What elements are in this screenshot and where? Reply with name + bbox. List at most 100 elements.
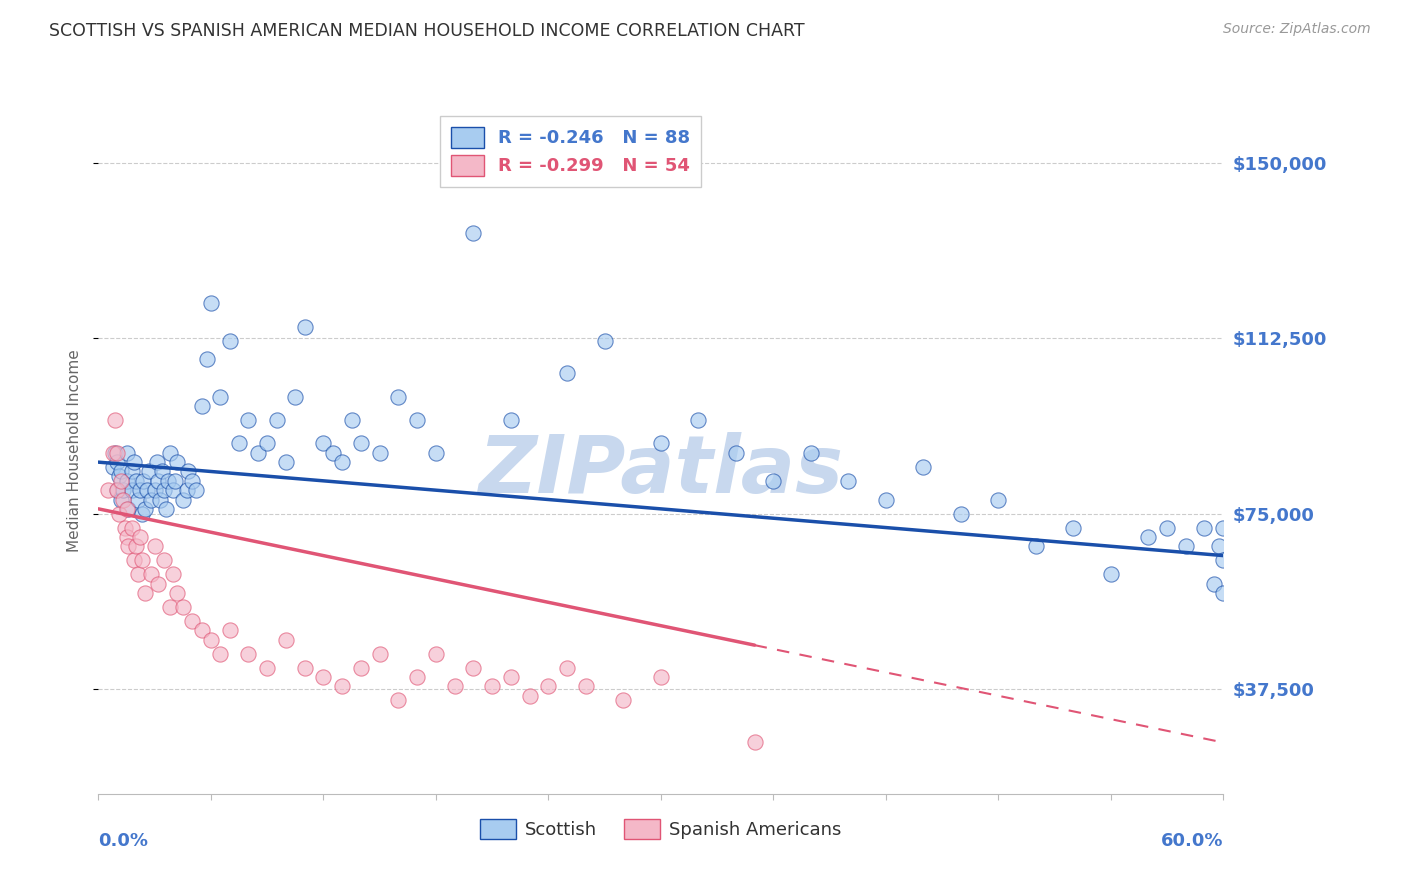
Point bbox=[330, 455, 353, 469]
Point bbox=[1025, 539, 1047, 553]
Point bbox=[115, 474, 138, 488]
Point bbox=[131, 507, 153, 521]
Point bbox=[125, 539, 148, 553]
Point bbox=[1212, 586, 1234, 600]
Point bbox=[425, 446, 447, 460]
Point bbox=[800, 446, 823, 460]
Point bbox=[1212, 520, 1234, 534]
Point bbox=[143, 483, 166, 498]
Point bbox=[114, 520, 136, 534]
Point bbox=[181, 474, 204, 488]
Point bbox=[190, 624, 212, 638]
Point bbox=[166, 586, 188, 600]
Point bbox=[368, 647, 391, 661]
Point bbox=[284, 390, 307, 404]
Point bbox=[1194, 520, 1216, 534]
Point bbox=[228, 436, 250, 450]
Point bbox=[406, 413, 429, 427]
Point bbox=[139, 492, 162, 507]
Point bbox=[555, 367, 578, 381]
Point bbox=[172, 599, 194, 614]
Point bbox=[744, 735, 766, 749]
Point bbox=[330, 680, 353, 694]
Point bbox=[150, 465, 173, 479]
Point bbox=[987, 492, 1010, 507]
Point bbox=[190, 399, 212, 413]
Point bbox=[145, 455, 167, 469]
Point bbox=[238, 647, 260, 661]
Point bbox=[294, 319, 316, 334]
Text: Source: ZipAtlas.com: Source: ZipAtlas.com bbox=[1223, 22, 1371, 37]
Point bbox=[575, 680, 598, 694]
Point bbox=[139, 567, 162, 582]
Point bbox=[110, 474, 132, 488]
Point bbox=[1208, 539, 1230, 553]
Point bbox=[274, 455, 297, 469]
Point bbox=[105, 446, 128, 460]
Point bbox=[1212, 553, 1234, 567]
Point bbox=[165, 474, 187, 488]
Point bbox=[949, 507, 972, 521]
Point bbox=[425, 647, 447, 661]
Point bbox=[121, 465, 143, 479]
Point bbox=[209, 390, 232, 404]
Point bbox=[177, 465, 200, 479]
Point bbox=[650, 436, 672, 450]
Point bbox=[481, 680, 503, 694]
Point bbox=[115, 530, 138, 544]
Y-axis label: Median Household Income: Median Household Income bbox=[67, 349, 83, 552]
Point bbox=[134, 501, 156, 516]
Point bbox=[912, 459, 935, 474]
Point bbox=[134, 586, 156, 600]
Point bbox=[350, 436, 373, 450]
Point bbox=[537, 680, 560, 694]
Point bbox=[1156, 520, 1178, 534]
Point bbox=[256, 661, 278, 675]
Point bbox=[256, 436, 278, 450]
Point bbox=[184, 483, 207, 498]
Point bbox=[176, 483, 198, 498]
Point bbox=[181, 614, 204, 628]
Point bbox=[612, 693, 634, 707]
Point bbox=[132, 474, 155, 488]
Point bbox=[156, 474, 179, 488]
Point bbox=[762, 474, 785, 488]
Point bbox=[110, 492, 132, 507]
Point bbox=[103, 446, 125, 460]
Point bbox=[104, 413, 127, 427]
Point bbox=[387, 390, 409, 404]
Point bbox=[368, 446, 391, 460]
Point bbox=[121, 520, 143, 534]
Point bbox=[108, 507, 131, 521]
Point bbox=[122, 455, 145, 469]
Point bbox=[340, 413, 363, 427]
Point bbox=[218, 624, 240, 638]
Point bbox=[111, 483, 134, 498]
Point bbox=[209, 647, 232, 661]
Point bbox=[1099, 567, 1122, 582]
Point bbox=[688, 413, 710, 427]
Point bbox=[312, 436, 335, 450]
Point bbox=[136, 483, 159, 498]
Point bbox=[837, 474, 859, 488]
Point bbox=[117, 539, 139, 553]
Point bbox=[519, 689, 541, 703]
Point bbox=[103, 459, 125, 474]
Text: ZIPatlas: ZIPatlas bbox=[478, 432, 844, 510]
Point bbox=[131, 553, 153, 567]
Point bbox=[166, 455, 188, 469]
Point bbox=[162, 483, 184, 498]
Point bbox=[105, 483, 128, 498]
Point bbox=[105, 483, 128, 498]
Point bbox=[200, 296, 222, 310]
Point bbox=[115, 501, 138, 516]
Point bbox=[138, 465, 160, 479]
Point bbox=[1137, 530, 1160, 544]
Point bbox=[875, 492, 897, 507]
Point bbox=[148, 474, 170, 488]
Point bbox=[117, 501, 139, 516]
Legend: Scottish, Spanish Americans: Scottish, Spanish Americans bbox=[472, 812, 849, 847]
Point bbox=[238, 413, 260, 427]
Point bbox=[153, 553, 176, 567]
Point bbox=[148, 576, 170, 591]
